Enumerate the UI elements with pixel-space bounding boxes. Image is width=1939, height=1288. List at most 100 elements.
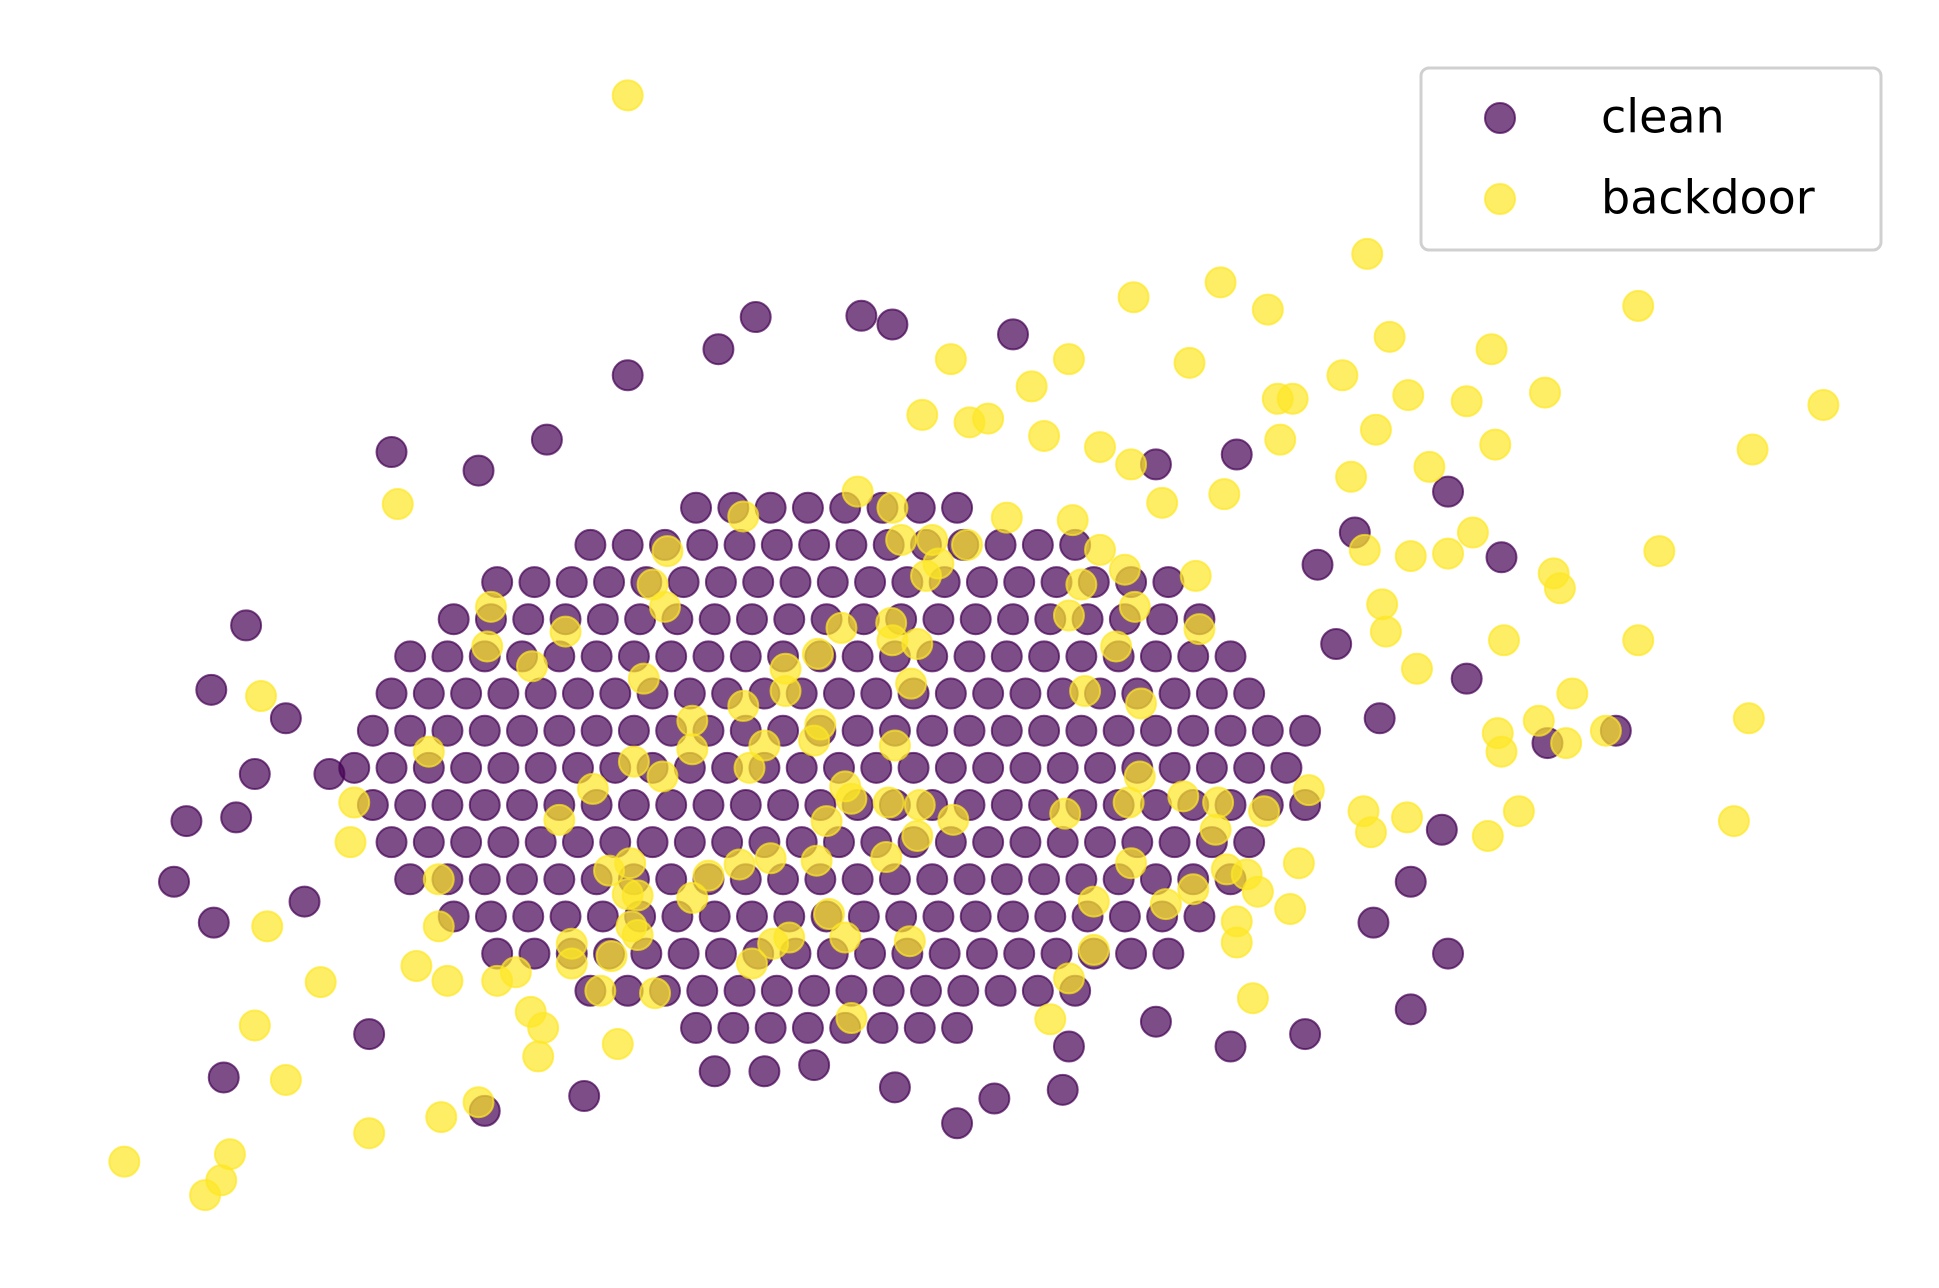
point [1208,478,1241,511]
point [1261,382,1294,415]
point [487,826,520,859]
point [555,566,588,599]
plot-area [108,79,1840,1212]
point [754,491,787,524]
point [269,1063,302,1096]
point [1471,819,1504,852]
point [207,1061,240,1094]
point [1487,624,1520,657]
point [1084,751,1117,784]
point [394,863,427,896]
point [876,491,909,524]
point [269,702,302,735]
point [1146,486,1179,519]
point [1139,714,1172,747]
point [801,637,834,670]
point [524,677,557,710]
point [1052,599,1085,632]
point [1282,847,1315,880]
point [499,956,532,989]
point [906,398,939,431]
point [1046,1073,1079,1106]
point [431,714,464,747]
point [1233,751,1266,784]
point [412,677,445,710]
point [1028,419,1061,452]
point [903,1011,936,1044]
point [791,491,824,524]
point [997,603,1030,636]
point [238,1009,271,1042]
point [922,900,955,933]
point [468,789,501,821]
point [220,801,253,834]
point [972,402,1005,435]
point [474,900,507,933]
point [1065,714,1098,747]
point [1543,572,1576,605]
point [798,1049,831,1082]
point [978,1082,1011,1115]
point [1052,962,1085,995]
point [723,848,756,881]
point [1034,900,1067,933]
point [825,611,858,644]
point [1220,926,1253,959]
point [990,714,1023,747]
point [1475,333,1508,366]
point [860,751,893,784]
point [841,640,874,673]
point [1413,450,1446,483]
point [1034,1003,1067,1036]
point [1108,900,1141,933]
point [835,1002,868,1035]
point [872,974,905,1007]
point [692,640,725,673]
point [568,1080,601,1113]
point [1394,540,1427,573]
legend: clean backdoor [1419,66,1883,252]
point [1028,640,1061,673]
point [739,301,772,334]
point [576,772,609,805]
point [617,745,650,778]
point [1400,652,1433,685]
point [941,1107,974,1140]
point [953,640,986,673]
point [878,1071,911,1104]
point [1199,813,1232,846]
point [1432,937,1465,970]
point [422,863,455,896]
point [1003,566,1036,599]
point [727,689,760,722]
point [735,603,768,636]
point [1100,630,1133,663]
point [586,603,619,636]
point [841,863,874,896]
point [723,528,756,561]
point [474,590,507,623]
point [425,1101,458,1134]
point [1432,475,1465,508]
point [1021,528,1054,561]
point [353,1018,386,1051]
point [468,714,501,747]
point [170,805,203,838]
point [1177,640,1210,673]
point [1214,1030,1247,1063]
point [1502,795,1535,828]
point [1359,413,1392,446]
point [673,826,706,859]
point [1152,566,1185,599]
point [1528,376,1561,409]
point [1021,974,1054,1007]
point [676,733,709,766]
point [1139,1005,1172,1038]
point [1326,359,1359,392]
point [922,547,955,580]
point [680,491,713,524]
point [524,826,557,859]
point [959,603,992,636]
point [1117,281,1150,314]
point [928,937,961,970]
